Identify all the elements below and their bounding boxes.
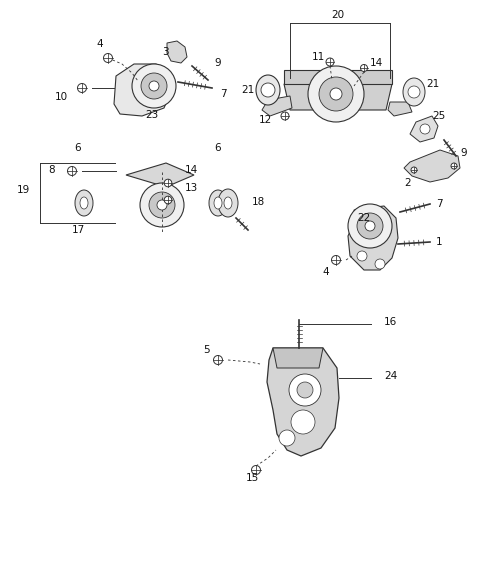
Circle shape <box>308 66 364 122</box>
Circle shape <box>214 355 223 365</box>
Circle shape <box>164 196 172 204</box>
Text: 20: 20 <box>331 10 345 20</box>
Text: 12: 12 <box>259 115 272 125</box>
Text: 4: 4 <box>96 39 103 49</box>
Polygon shape <box>284 84 392 110</box>
Text: 15: 15 <box>245 473 259 483</box>
Text: 13: 13 <box>185 183 198 193</box>
Ellipse shape <box>75 190 93 216</box>
Ellipse shape <box>224 197 232 209</box>
Ellipse shape <box>218 189 238 217</box>
Circle shape <box>297 382 313 398</box>
Polygon shape <box>404 150 460 182</box>
Circle shape <box>149 192 175 218</box>
Circle shape <box>357 213 383 239</box>
Text: 14: 14 <box>185 165 198 175</box>
Text: 4: 4 <box>323 267 329 277</box>
Text: 25: 25 <box>432 111 445 121</box>
Text: 22: 22 <box>357 213 370 223</box>
Circle shape <box>360 65 368 72</box>
Circle shape <box>132 64 176 108</box>
Text: 7: 7 <box>220 89 227 99</box>
Circle shape <box>68 166 76 176</box>
Circle shape <box>140 183 184 227</box>
Circle shape <box>332 255 340 265</box>
Text: 8: 8 <box>48 165 55 175</box>
Text: 9: 9 <box>214 58 221 68</box>
Circle shape <box>252 465 261 475</box>
Text: 6: 6 <box>75 143 81 153</box>
Circle shape <box>348 204 392 248</box>
Polygon shape <box>410 116 438 142</box>
Text: 21: 21 <box>241 85 254 95</box>
Circle shape <box>330 88 342 100</box>
Circle shape <box>104 54 112 62</box>
Circle shape <box>279 430 295 446</box>
Circle shape <box>357 251 367 261</box>
Text: 1: 1 <box>436 237 443 247</box>
Polygon shape <box>348 206 398 270</box>
Ellipse shape <box>209 190 227 216</box>
Polygon shape <box>262 96 292 116</box>
Text: 6: 6 <box>215 143 221 153</box>
Text: 11: 11 <box>312 52 325 62</box>
Text: 21: 21 <box>426 79 439 89</box>
Text: 19: 19 <box>17 185 30 195</box>
Text: 14: 14 <box>370 58 383 68</box>
Polygon shape <box>273 348 323 368</box>
Circle shape <box>281 112 289 120</box>
Circle shape <box>291 410 315 434</box>
Text: 18: 18 <box>252 197 265 207</box>
Circle shape <box>261 83 275 97</box>
Ellipse shape <box>214 197 222 209</box>
Circle shape <box>420 124 430 134</box>
Circle shape <box>365 221 375 231</box>
Text: 3: 3 <box>162 47 168 57</box>
Text: 5: 5 <box>204 345 210 355</box>
Circle shape <box>141 73 167 99</box>
Circle shape <box>149 81 159 91</box>
Circle shape <box>451 163 457 169</box>
Text: 7: 7 <box>436 199 443 209</box>
Circle shape <box>289 374 321 406</box>
Ellipse shape <box>256 75 280 105</box>
Text: 9: 9 <box>460 148 467 158</box>
Polygon shape <box>284 70 392 84</box>
Circle shape <box>157 200 167 210</box>
Circle shape <box>375 259 385 269</box>
Polygon shape <box>126 163 194 187</box>
Text: 16: 16 <box>384 317 397 327</box>
Circle shape <box>164 179 172 187</box>
Text: 24: 24 <box>384 371 397 381</box>
Circle shape <box>319 77 353 111</box>
Polygon shape <box>388 102 412 116</box>
Text: 2: 2 <box>404 178 410 188</box>
Circle shape <box>77 83 86 92</box>
Ellipse shape <box>80 197 88 209</box>
Text: 17: 17 <box>72 225 84 235</box>
Circle shape <box>411 167 417 173</box>
Text: 23: 23 <box>145 110 158 120</box>
Ellipse shape <box>403 78 425 106</box>
Polygon shape <box>114 64 170 116</box>
Polygon shape <box>267 348 339 456</box>
Circle shape <box>408 86 420 98</box>
Polygon shape <box>167 41 187 63</box>
Circle shape <box>326 58 334 66</box>
Text: 10: 10 <box>55 92 68 102</box>
